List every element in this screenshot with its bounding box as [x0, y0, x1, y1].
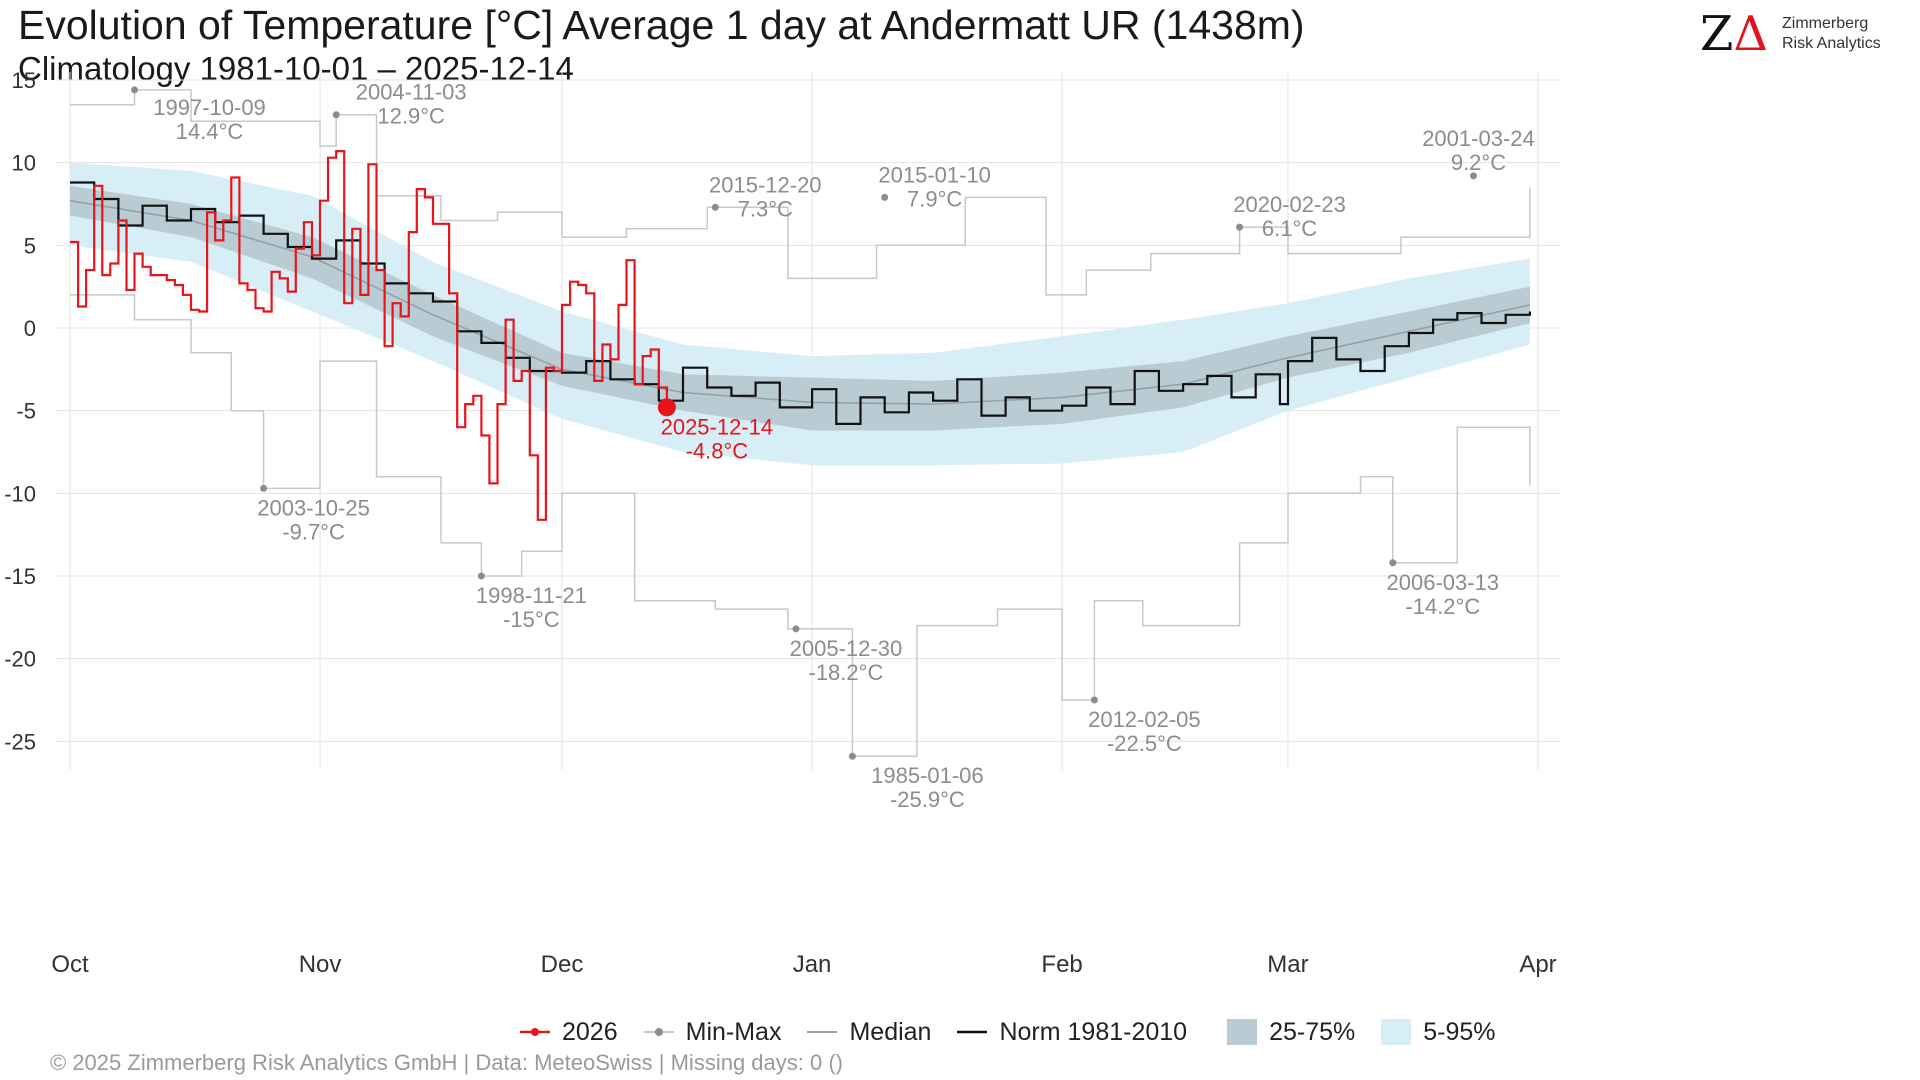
legend-5-95-icon	[1381, 1019, 1412, 1045]
legend-label: 25-75%	[1269, 1017, 1356, 1046]
x-tick-label: Mar	[1267, 951, 1308, 978]
current-day-marker	[657, 398, 676, 417]
record-min-marker	[260, 484, 268, 492]
chart-title: Evolution of Temperature [°C] Average 1 …	[18, 2, 1305, 48]
annotation-date: 2025-12-14	[661, 414, 774, 439]
norm-line	[70, 181, 1531, 425]
record-min-marker	[792, 625, 800, 633]
x-tick-label: Oct	[51, 951, 89, 978]
y-tick-label: 10	[12, 151, 36, 176]
norm-line	[70, 181, 1531, 425]
legend-label: 5-95%	[1423, 1017, 1496, 1046]
annotation-value: -22.5°C	[1107, 731, 1182, 756]
x-tick-label: Nov	[299, 951, 342, 978]
current-year-line	[70, 150, 668, 521]
axes: 15 10 5 0 -5 -10 -15 -20 -25 Oct Nov Dec Jan Feb Mar Ap…	[4, 68, 1556, 978]
record-max-marker	[1469, 172, 1477, 180]
y-tick-label: -5	[16, 399, 36, 424]
annotation-date: 2001-03-24	[1422, 126, 1535, 151]
x-tick-label: Feb	[1041, 951, 1082, 978]
record-min-marker	[848, 752, 856, 760]
chart-subtitle: Climatology 1981-10-01 – 2025-12-14	[18, 50, 574, 87]
annotation-value: 6.1°C	[1262, 216, 1317, 241]
annotation-date: 1998-11-21	[476, 583, 587, 608]
minmax-min-line	[70, 294, 1531, 757]
annotation-date: 2015-12-20	[709, 172, 822, 197]
y-tick-label: -25	[4, 729, 36, 754]
legend-25-75-icon	[1227, 1019, 1258, 1045]
legend-minmax-icon	[643, 1028, 674, 1036]
annotation-value: -9.7°C	[282, 519, 345, 544]
logo-mark: ZΔ	[1700, 8, 1768, 60]
y-tick-label: 5	[24, 233, 36, 258]
record-max-marker	[131, 86, 139, 94]
x-tick-label: Dec	[541, 951, 584, 978]
annotation-value: 9.2°C	[1451, 150, 1506, 175]
logo-line-2: Risk Analytics	[1782, 35, 1881, 52]
legend: 2026 Min-Max Median Norm 1981-2010 25-75…	[520, 1014, 1522, 1050]
current-year-line	[70, 150, 668, 521]
legend-label: 2026	[562, 1017, 618, 1046]
record-max-marker	[332, 111, 340, 119]
legend-item-5-95: 5-95%	[1381, 1017, 1496, 1047]
annotation-date: 2006-03-13	[1387, 570, 1500, 595]
minmax-lines	[70, 89, 1531, 757]
legend-current-icon	[520, 1028, 550, 1036]
annotation-date: 2004-11-03	[356, 80, 467, 105]
legend-label: Median	[849, 1017, 932, 1046]
legend-norm-icon	[957, 1030, 988, 1034]
annotation-value: 12.9°C	[377, 104, 445, 129]
annotation-value: -18.2°C	[809, 660, 884, 685]
annotation-value: -15°C	[503, 607, 560, 632]
logo-text: Zimmerberg Risk Analytics	[1782, 14, 1881, 54]
annotation-date: 2015-01-10	[878, 162, 991, 187]
logo-letter: Z	[1700, 6, 1734, 62]
logo-line-1: Zimmerberg	[1782, 15, 1869, 32]
legend-item-norm: Norm 1981-2010	[957, 1018, 1187, 1047]
legend-median-icon	[807, 1031, 838, 1033]
annotation-value: 7.9°C	[907, 186, 962, 211]
record-max-marker	[711, 203, 719, 211]
record-max-marker	[881, 193, 889, 201]
legend-item-25-75: 25-75%	[1227, 1018, 1355, 1047]
x-tick-label: Apr	[1519, 951, 1556, 978]
minmax-max-line	[70, 89, 1531, 296]
annotation-value: 7.3°C	[738, 196, 793, 221]
y-tick-label: -20	[4, 647, 36, 672]
annotation-value: -25.9°C	[890, 787, 965, 812]
annotation-value: -14.2°C	[1405, 594, 1480, 619]
annotation-date: 2005-12-30	[790, 636, 903, 661]
annotation-date: 1997-10-09	[153, 95, 266, 120]
y-tick-label: 15	[12, 68, 36, 93]
legend-label: Min-Max	[685, 1017, 782, 1046]
record-max-marker	[1236, 223, 1244, 231]
annotation-value: -4.8°C	[686, 438, 749, 463]
percentile-bands	[70, 162, 1530, 466]
y-tick-label: -10	[4, 481, 36, 506]
triangle-icon: Δ	[1733, 6, 1769, 62]
legend-item-current: 2026	[520, 1018, 618, 1047]
y-tick-label: 0	[24, 316, 36, 341]
annotation-date: 2012-02-05	[1088, 707, 1201, 732]
legend-label: Norm 1981-2010	[999, 1017, 1188, 1046]
company-logo: ZΔ Zimmerberg Risk Analytics	[1700, 8, 1910, 60]
band-25-75	[70, 185, 1530, 431]
x-tick-label: Jan	[793, 951, 832, 978]
footer-credits: © 2025 Zimmerberg Risk Analytics GmbH | …	[50, 1050, 843, 1075]
annotation-date: 1985-01-06	[871, 763, 984, 788]
annotation-value: 14.4°C	[176, 119, 244, 144]
annotation-date: 2020-02-23	[1233, 192, 1346, 217]
record-min-marker	[477, 572, 485, 580]
record-min-marker	[1389, 559, 1397, 567]
legend-item-median: Median	[807, 1018, 931, 1047]
legend-item-minmax: Min-Max	[643, 1017, 782, 1047]
annotation-date: 2003-10-25	[257, 495, 370, 520]
record-min-marker	[1090, 696, 1098, 704]
y-tick-label: -15	[4, 564, 36, 589]
